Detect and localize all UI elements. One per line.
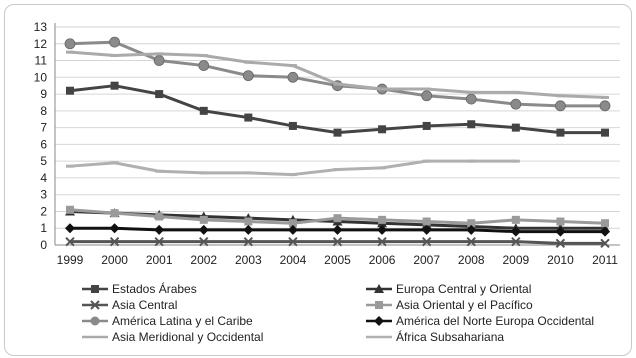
data-point <box>378 215 387 224</box>
y-tick-label: 8 <box>40 104 47 118</box>
data-point <box>199 215 208 224</box>
data-point <box>466 236 476 247</box>
data-point <box>66 205 74 214</box>
chart-frame <box>4 4 632 356</box>
data-point <box>465 93 477 105</box>
data-point <box>601 128 609 137</box>
y-tick-label: 11 <box>35 54 48 68</box>
data-point <box>421 236 432 247</box>
data-point <box>109 36 120 48</box>
data-point <box>421 90 433 102</box>
data-point <box>243 236 254 247</box>
x-tick-label: 2007 <box>413 253 440 267</box>
data-point <box>244 217 253 226</box>
data-point <box>467 219 476 228</box>
y-tick-label: 7 <box>40 121 47 135</box>
x-tick-label: 2004 <box>280 253 307 267</box>
data-point <box>199 106 208 115</box>
data-point <box>109 236 120 247</box>
data-point <box>333 214 342 223</box>
data-point <box>556 128 565 137</box>
x-tick-label: 1999 <box>57 253 84 267</box>
data-point <box>377 236 387 247</box>
data-point <box>288 121 297 130</box>
x-tick-label: 2008 <box>458 253 485 267</box>
data-point <box>556 217 565 226</box>
data-point <box>154 224 165 235</box>
x-tick-label: 2001 <box>146 253 173 267</box>
data-point <box>422 217 431 226</box>
x-tick-label: 2002 <box>190 253 217 267</box>
data-point <box>599 100 611 112</box>
data-point <box>333 128 342 137</box>
data-point <box>511 236 521 247</box>
y-tick-label: 2 <box>40 204 47 218</box>
data-point <box>510 226 521 237</box>
x-tick-label: 2009 <box>502 253 529 267</box>
x-tick-label: 2005 <box>324 253 351 267</box>
data-point <box>510 98 522 110</box>
y-tick-label: 13 <box>34 20 48 34</box>
data-point <box>153 55 165 66</box>
data-point <box>287 224 298 235</box>
data-point <box>378 125 387 134</box>
y-tick-label: 3 <box>40 188 47 202</box>
data-point <box>242 70 254 82</box>
x-tick-label: 2006 <box>369 253 396 267</box>
data-point <box>422 121 431 130</box>
y-tick-label: 9 <box>40 87 47 101</box>
data-point <box>109 223 120 234</box>
data-point <box>243 224 254 235</box>
x-tick-label: 2000 <box>101 253 128 267</box>
data-point <box>466 224 477 235</box>
y-tick-label: 1 <box>40 221 47 235</box>
data-point <box>555 226 566 237</box>
y-tick-label: 5 <box>40 154 47 168</box>
data-point <box>421 224 432 235</box>
data-point <box>66 86 74 95</box>
data-point <box>600 238 610 249</box>
data-point <box>555 100 566 112</box>
y-tick-label: 6 <box>40 137 47 151</box>
data-point <box>199 236 209 247</box>
data-point <box>64 38 76 50</box>
data-point <box>332 236 343 247</box>
data-point <box>155 212 164 221</box>
data-point <box>511 123 520 132</box>
data-point <box>288 219 297 228</box>
data-point <box>467 120 476 129</box>
data-point <box>244 113 253 122</box>
y-tick-label: 0 <box>40 238 47 252</box>
data-point <box>288 236 298 247</box>
data-point <box>110 209 119 218</box>
data-point <box>600 226 610 237</box>
data-point <box>377 224 388 235</box>
x-tick-label: 2011 <box>592 253 618 267</box>
data-point <box>154 236 164 247</box>
data-point <box>601 219 609 228</box>
data-point <box>511 215 520 224</box>
data-point <box>155 90 164 99</box>
data-point <box>110 81 119 90</box>
data-point <box>65 236 75 247</box>
y-tick-label: 12 <box>34 37 48 51</box>
data-point <box>332 224 343 235</box>
data-point <box>198 224 209 235</box>
series-line <box>69 40 605 108</box>
y-tick-label: 10 <box>34 70 48 84</box>
series-line <box>69 159 516 177</box>
data-point <box>287 71 299 83</box>
data-point <box>555 238 566 249</box>
y-tick-label: 4 <box>40 171 47 185</box>
x-tick-label: 2010 <box>547 253 574 267</box>
data-point <box>65 223 75 234</box>
data-point <box>198 60 210 71</box>
x-tick-label: 2003 <box>235 253 262 267</box>
